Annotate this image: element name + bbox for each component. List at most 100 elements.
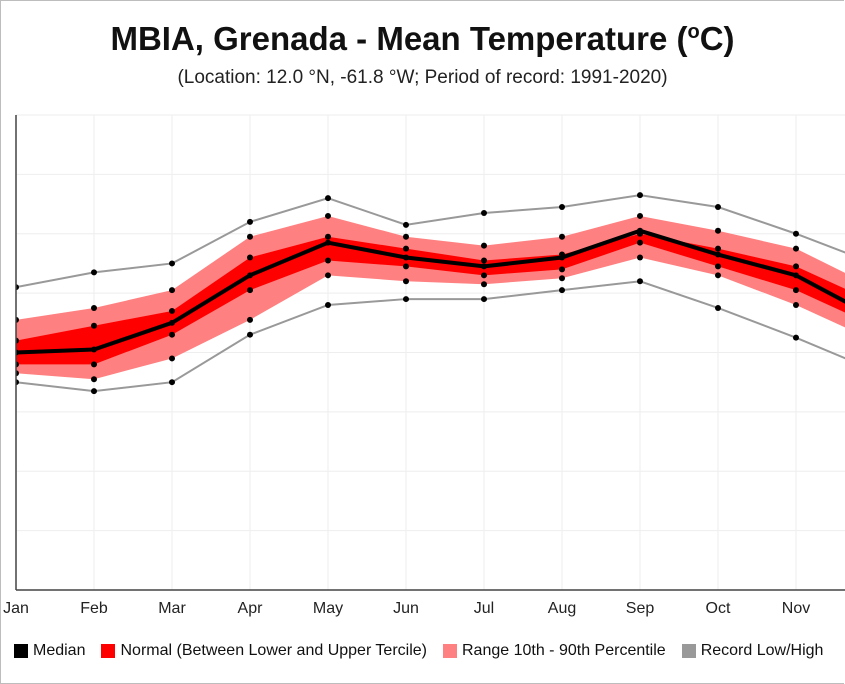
- point-record_low: [481, 296, 487, 303]
- x-tick-may: May: [313, 600, 343, 617]
- point-upper_tercile: [169, 307, 175, 314]
- x-tick-jul: Jul: [474, 600, 494, 617]
- legend-label-normal: Normal (Between Lower and Upper Tercile): [120, 642, 427, 659]
- point-record_high: [559, 204, 565, 211]
- legend-item-median: Median: [14, 642, 85, 660]
- point-record_low: [403, 296, 409, 303]
- legend-label-median: Median: [33, 642, 86, 659]
- point-p90: [325, 212, 331, 219]
- x-tick-labels: JanFebMarAprMayJunJulAugSepOctNovDec: [3, 600, 810, 617]
- point-p90: [91, 304, 97, 311]
- point-p10: [559, 275, 565, 282]
- point-p10: [91, 376, 97, 383]
- legend-label-range: Range 10th - 90th Percentile: [462, 642, 666, 659]
- point-record_high: [169, 260, 175, 267]
- point-upper_tercile: [715, 245, 721, 252]
- temperature-chart: JanFebMarAprMayJunJulAugSepOctNovDec: [3, 114, 845, 617]
- legend-swatch-range: [443, 644, 457, 658]
- point-median: [559, 254, 565, 261]
- point-upper_tercile: [403, 245, 409, 252]
- point-lower_tercile: [793, 287, 799, 294]
- point-lower_tercile: [637, 239, 643, 246]
- point-median: [403, 254, 409, 261]
- legend-label-record: Record Low/High: [700, 642, 824, 659]
- point-p10: [403, 278, 409, 285]
- x-tick-jan: Jan: [3, 600, 29, 617]
- point-lower_tercile: [715, 263, 721, 270]
- chart-title: MBIA, Grenada - Mean Temperature (oC): [110, 20, 735, 57]
- point-p90: [637, 212, 643, 219]
- point-upper_tercile: [793, 263, 799, 270]
- legend-swatch-record: [681, 644, 696, 658]
- point-upper_tercile: [247, 254, 253, 261]
- points: [16, 192, 799, 395]
- x-tick-feb: Feb: [80, 600, 108, 617]
- point-record_low: [559, 287, 565, 294]
- point-p90: [247, 233, 253, 240]
- point-median: [325, 239, 331, 246]
- point-record_high: [637, 192, 643, 199]
- point-p90: [169, 287, 175, 294]
- x-tick-jun: Jun: [393, 600, 419, 617]
- point-upper_tercile: [91, 322, 97, 329]
- x-tick-mar: Mar: [158, 600, 186, 617]
- point-record_high: [403, 221, 409, 228]
- point-lower_tercile: [247, 287, 253, 294]
- point-record_high: [481, 209, 487, 216]
- point-record_high: [793, 230, 799, 237]
- line-record-high: [16, 194, 845, 289]
- point-upper_tercile: [481, 257, 487, 264]
- legend-swatch-median: [14, 644, 28, 658]
- x-tick-sep: Sep: [626, 600, 655, 617]
- legend-swatch-normal: [101, 644, 116, 658]
- point-p90: [481, 242, 487, 249]
- axes: [15, 115, 845, 591]
- legend-item-record: Record Low/High: [681, 642, 824, 660]
- title-superscript: o: [687, 21, 700, 43]
- point-median: [793, 272, 799, 279]
- point-lower_tercile: [169, 331, 175, 338]
- x-tick-aug: Aug: [548, 600, 576, 617]
- point-record_high: [325, 195, 331, 202]
- lines: [16, 194, 845, 393]
- point-record_low: [325, 302, 331, 308]
- point-record_low: [637, 278, 643, 285]
- point-record_low: [715, 304, 721, 311]
- point-lower_tercile: [91, 361, 97, 368]
- point-median: [247, 272, 253, 279]
- bands: [16, 215, 845, 380]
- point-p10: [481, 281, 487, 288]
- legend: Median Normal (Between Lower and Upper T…: [14, 642, 839, 660]
- x-tick-nov: Nov: [782, 600, 810, 617]
- point-p10: [637, 254, 643, 261]
- point-lower_tercile: [403, 263, 409, 270]
- line-median: [16, 228, 845, 355]
- point-median: [91, 346, 97, 353]
- point-record_low: [793, 334, 799, 341]
- point-p10: [715, 272, 721, 279]
- line-record-low: [16, 280, 845, 393]
- band-percentile-range: [16, 215, 845, 380]
- point-median: [715, 251, 721, 258]
- point-p90: [715, 227, 721, 234]
- point-p10: [247, 316, 253, 323]
- x-tick-oct: Oct: [706, 600, 731, 617]
- point-median: [637, 227, 643, 234]
- point-upper_tercile: [325, 233, 331, 240]
- point-p90: [559, 233, 565, 240]
- point-p10: [793, 302, 799, 308]
- point-record_low: [169, 379, 175, 386]
- point-p10: [325, 272, 331, 279]
- point-record_high: [247, 218, 253, 225]
- x-tick-apr: Apr: [238, 600, 264, 617]
- point-lower_tercile: [559, 266, 565, 273]
- point-p90: [793, 245, 799, 252]
- point-record_high: [91, 269, 97, 276]
- point-record_high: [715, 204, 721, 211]
- point-lower_tercile: [481, 272, 487, 279]
- point-p10: [169, 355, 175, 362]
- point-lower_tercile: [325, 257, 331, 264]
- point-median: [169, 319, 175, 326]
- legend-item-range: Range 10th - 90th Percentile: [443, 642, 666, 660]
- point-record_low: [91, 388, 97, 395]
